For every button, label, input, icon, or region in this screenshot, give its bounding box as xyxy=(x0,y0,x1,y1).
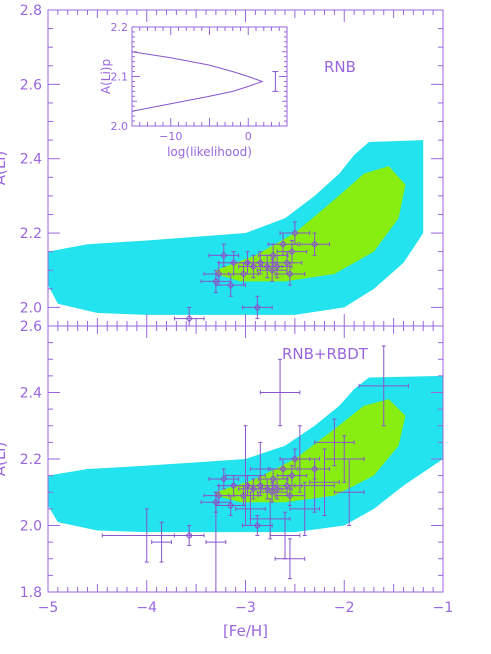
data-point xyxy=(279,221,311,245)
inset-x-axis-label: log(likelihood) xyxy=(167,145,252,159)
inset-y-tick-label: 2.1 xyxy=(111,71,129,84)
inset-y-tick-label: 2.2 xyxy=(111,21,129,34)
y-tick-label: 2.0 xyxy=(20,519,42,535)
data-point xyxy=(249,498,291,540)
x-tick-label: −4 xyxy=(136,600,157,616)
y-axis-label: A(Li) xyxy=(0,442,9,477)
bottom-panel: 1.8 2.0 2.2 2.4 2.6 −5 −4 −3 −2 −1 [Fe/H] A(Li) RNB+… xyxy=(0,319,453,640)
y-tick-label: 2.2 xyxy=(20,452,42,468)
data-point xyxy=(276,239,308,264)
y-tick-label: 2.6 xyxy=(20,77,42,93)
data-point xyxy=(205,491,227,592)
data-point xyxy=(101,508,192,563)
data-point xyxy=(173,306,205,326)
x-tick-label: −1 xyxy=(433,600,454,616)
y-tick-label: 2.6 xyxy=(20,319,42,335)
outer-region xyxy=(48,375,443,533)
inset-x-tick-label: −10 xyxy=(159,130,182,143)
data-point xyxy=(274,538,306,580)
panel-label: RNB+RBDT xyxy=(282,345,369,363)
y-tick-label: 1.8 xyxy=(20,585,42,601)
data-point xyxy=(235,491,266,526)
data-point xyxy=(314,418,355,467)
data-point xyxy=(294,458,335,513)
data-point xyxy=(261,254,293,279)
data-point xyxy=(358,345,409,427)
data-point xyxy=(274,262,306,286)
inner-region xyxy=(215,399,406,503)
y-tick-label: 2.8 xyxy=(20,3,42,19)
x-tick-label: −3 xyxy=(235,600,256,616)
y-tick-label: 2.4 xyxy=(20,152,42,168)
data-point xyxy=(249,441,271,497)
inset-y-tick-label: 2.0 xyxy=(111,120,129,133)
y-axis-label: A(Li) xyxy=(0,151,9,186)
data-point xyxy=(242,295,273,320)
panel-label: RNB xyxy=(324,58,356,76)
y-tick-label: 2.2 xyxy=(20,226,42,242)
x-axis-label: [Fe/H] xyxy=(223,622,268,640)
data-point xyxy=(324,435,365,483)
inset-panel: 2.0 2.1 2.2 −10 0 log(likelihood) A(Li)p xyxy=(99,21,288,159)
data-point xyxy=(333,458,365,526)
inset-x-tick-label: 0 xyxy=(245,130,252,143)
x-tick-label: −5 xyxy=(38,600,59,616)
inner-region xyxy=(215,166,406,282)
data-point xyxy=(151,521,172,563)
top-panel: 2.0 2.2 2.4 2.6 2.8 A(Li) RNB xyxy=(0,3,444,327)
inset-frame xyxy=(131,26,288,127)
y-tick-label: 2.4 xyxy=(20,386,42,402)
inset-y-axis-label: A(Li)p xyxy=(99,59,113,94)
y-tick-label: 2.0 xyxy=(20,300,42,316)
data-point xyxy=(299,232,330,256)
likelihood-curve xyxy=(131,51,264,112)
inset-errorbar xyxy=(272,71,279,92)
x-tick-label: −2 xyxy=(334,600,355,616)
data-point xyxy=(271,251,303,275)
data-point xyxy=(276,465,308,487)
data-point xyxy=(259,358,301,427)
